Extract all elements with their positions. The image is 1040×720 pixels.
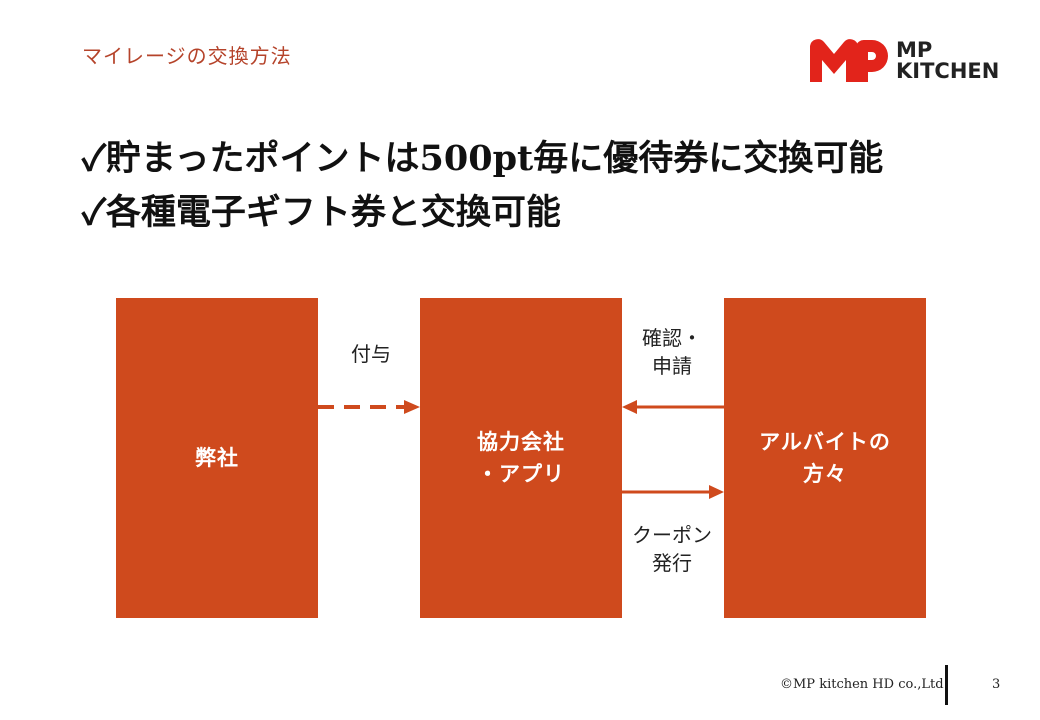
box-label: ・アプリ	[477, 461, 565, 486]
box-label: アルバイトの	[759, 429, 891, 454]
logo-text-kitchen: KITCHEN	[896, 59, 1000, 83]
footer-divider	[945, 665, 948, 705]
grant-arrow	[318, 400, 420, 414]
box-part-timers: アルバイトの 方々	[724, 298, 926, 618]
mp-kitchen-logo: MP KITCHEN	[808, 36, 1014, 86]
bullet-text: 貯まったポイントは500pt毎に優待券に交換可能	[105, 138, 884, 179]
coupon-arrow	[622, 485, 724, 499]
box-label: 協力会社	[477, 429, 565, 454]
bullet-item: ✓各種電子ギフト券と交換可能	[82, 186, 883, 240]
coupon-issue-label: クーポン 発行	[632, 523, 712, 575]
checkmark-icon: ✓	[82, 192, 106, 233]
box-our-company: 弊社	[116, 298, 318, 618]
logo-text-mp: MP	[896, 38, 933, 62]
bullet-text: 各種電子ギフト券と交換可能	[105, 192, 561, 233]
mp-logo-icon	[810, 39, 888, 82]
copyright: ©MP kitchen HD co.,Ltd	[780, 677, 944, 692]
page-number: 3	[992, 677, 1001, 692]
confirm-apply-label: 確認・ 申請	[642, 326, 702, 378]
checkmark-icon: ✓	[82, 138, 106, 179]
box-label: 弊社	[195, 445, 239, 470]
grant-label: 付与	[351, 342, 391, 366]
bullet-list: ✓貯まったポイントは500pt毎に優待券に交換可能 ✓各種電子ギフト券と交換可能	[82, 132, 883, 240]
bullet-item: ✓貯まったポイントは500pt毎に優待券に交換可能	[82, 132, 883, 186]
box-label: 方々	[802, 461, 847, 486]
box-partner-app: 協力会社 ・アプリ	[420, 298, 622, 618]
section-title: マイレージの交換方法	[82, 44, 292, 68]
confirm-arrow	[622, 400, 724, 414]
